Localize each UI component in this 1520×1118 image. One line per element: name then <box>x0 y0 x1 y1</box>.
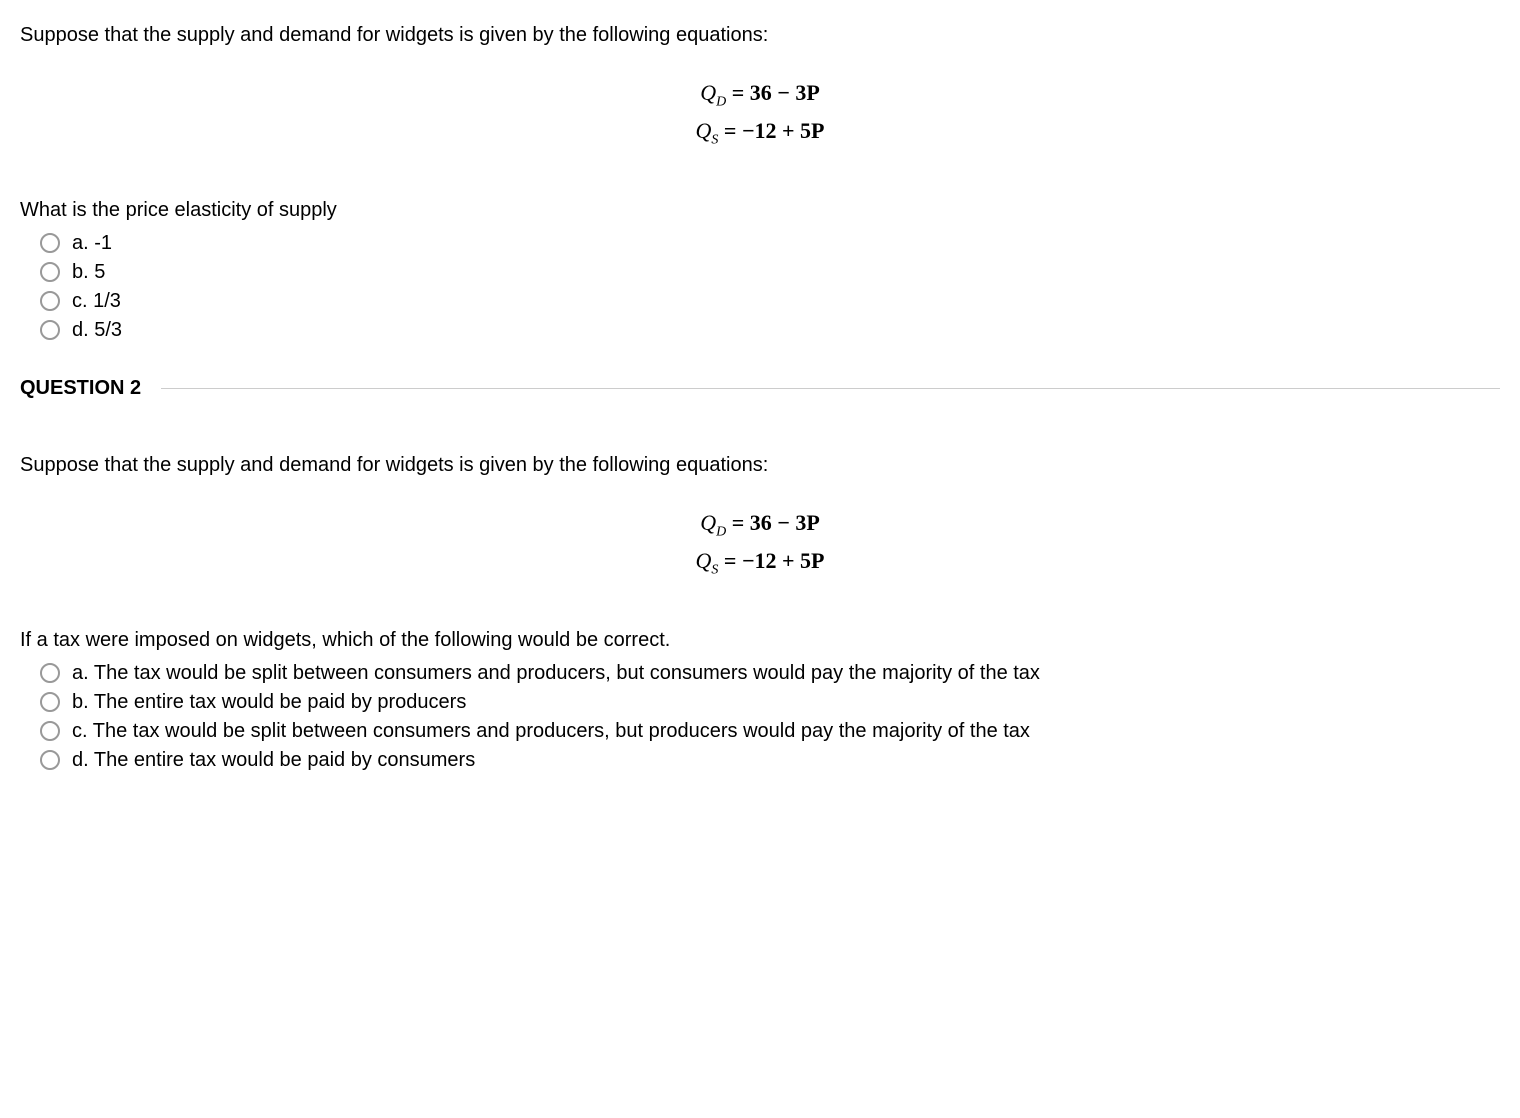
option-label: d. 5/3 <box>72 319 122 342</box>
supply-lhs: Q <box>696 118 712 143</box>
option-label: b. The entire tax would be paid by produ… <box>72 691 466 714</box>
demand-lhs: Q <box>700 510 716 535</box>
option-b[interactable]: b. The entire tax would be paid by produ… <box>40 691 1500 714</box>
radio-button[interactable] <box>40 750 60 770</box>
question-2-block: Suppose that the supply and demand for w… <box>20 450 1500 772</box>
option-label: d. The entire tax would be paid by consu… <box>72 749 475 772</box>
option-label: b. 5 <box>72 261 105 284</box>
equation-demand: QD = 36 − 3P <box>20 80 1500 110</box>
option-label: c. 1/3 <box>72 290 121 313</box>
demand-sub: D <box>716 94 726 109</box>
radio-button[interactable] <box>40 663 60 683</box>
question-2-equations: QD = 36 − 3P QS = −12 + 5P <box>20 510 1500 579</box>
supply-rhs: = −12 + 5P <box>718 548 824 573</box>
option-label: a. The tax would be split between consum… <box>72 662 1040 685</box>
demand-lhs: Q <box>700 80 716 105</box>
radio-button[interactable] <box>40 721 60 741</box>
demand-rhs: = 36 − 3P <box>726 80 820 105</box>
option-a[interactable]: a. -1 <box>40 232 1500 255</box>
question-1-options: a. -1 b. 5 c. 1/3 d. 5/3 <box>20 232 1500 342</box>
radio-button[interactable] <box>40 692 60 712</box>
option-a[interactable]: a. The tax would be split between consum… <box>40 662 1500 685</box>
question-1-prompt: Suppose that the supply and demand for w… <box>20 20 1500 50</box>
divider-line <box>161 388 1500 389</box>
demand-sub: D <box>716 524 726 539</box>
question-1-equations: QD = 36 − 3P QS = −12 + 5P <box>20 80 1500 149</box>
option-c[interactable]: c. 1/3 <box>40 290 1500 313</box>
question-1-text: What is the price elasticity of supply <box>20 199 1500 222</box>
equation-supply: QS = −12 + 5P <box>20 548 1500 578</box>
question-2-options: a. The tax would be split between consum… <box>20 662 1500 772</box>
question-2-prompt: Suppose that the supply and demand for w… <box>20 450 1500 480</box>
demand-rhs: = 36 − 3P <box>726 510 820 535</box>
radio-button[interactable] <box>40 291 60 311</box>
question-2-header: QUESTION 2 <box>20 377 1500 400</box>
option-label: a. -1 <box>72 232 112 255</box>
option-b[interactable]: b. 5 <box>40 261 1500 284</box>
option-label: c. The tax would be split between consum… <box>72 720 1030 743</box>
radio-button[interactable] <box>40 233 60 253</box>
equation-supply: QS = −12 + 5P <box>20 118 1500 148</box>
equation-demand: QD = 36 − 3P <box>20 510 1500 540</box>
radio-button[interactable] <box>40 320 60 340</box>
question-2-text: If a tax were imposed on widgets, which … <box>20 629 1500 652</box>
option-d[interactable]: d. The entire tax would be paid by consu… <box>40 749 1500 772</box>
supply-lhs: Q <box>696 548 712 573</box>
option-d[interactable]: d. 5/3 <box>40 319 1500 342</box>
supply-rhs: = −12 + 5P <box>718 118 824 143</box>
radio-button[interactable] <box>40 262 60 282</box>
question-1-block: Suppose that the supply and demand for w… <box>20 20 1500 342</box>
option-c[interactable]: c. The tax would be split between consum… <box>40 720 1500 743</box>
question-2-title: QUESTION 2 <box>20 377 141 400</box>
